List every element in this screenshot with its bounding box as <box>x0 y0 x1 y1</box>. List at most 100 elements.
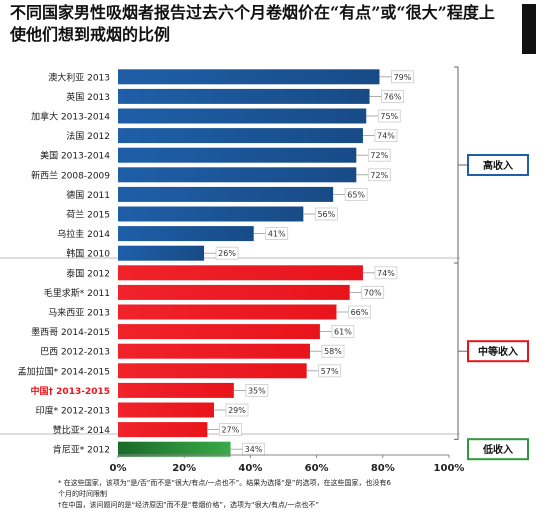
value-label: 65% <box>347 190 365 199</box>
group-label: 高收入 <box>483 159 513 172</box>
value-box <box>367 148 391 162</box>
value-box <box>361 285 385 299</box>
bar <box>118 147 357 163</box>
bar <box>118 108 367 124</box>
group-label: 中等收入 <box>478 345 518 358</box>
value-label: 34% <box>245 445 263 454</box>
bar <box>118 343 310 359</box>
value-label: 61% <box>334 328 352 337</box>
value-label: 76% <box>384 92 402 101</box>
category-label: 赞比亚* 2014 <box>53 424 111 436</box>
x-tick-label: 20% <box>172 463 196 474</box>
category-label: 泰国 2012 <box>66 267 110 279</box>
value-label: 70% <box>364 288 382 297</box>
bar <box>118 265 363 281</box>
category-label: 肯尼亚* 2012 <box>53 444 110 456</box>
x-tick-label: 80% <box>371 463 395 474</box>
value-label: 79% <box>394 73 412 82</box>
bar <box>118 186 334 202</box>
category-label: 德国 2011 <box>66 189 110 201</box>
bar <box>118 128 363 144</box>
value-box <box>331 325 355 339</box>
value-box <box>215 246 239 260</box>
value-label: 58% <box>324 347 342 356</box>
value-box <box>381 90 404 103</box>
bar <box>118 167 357 183</box>
group-label: 低收入 <box>482 443 513 456</box>
group-label-box <box>467 154 529 176</box>
category-label: 马来西亚 2013 <box>48 308 110 319</box>
value-box <box>348 305 371 319</box>
bar <box>118 245 205 261</box>
value-label: 74% <box>377 132 395 141</box>
group-label-box <box>467 438 529 461</box>
value-label: 57% <box>321 367 339 376</box>
value-box <box>344 187 368 201</box>
bar <box>118 226 254 242</box>
category-label: 乌拉圭 2014 <box>57 228 110 240</box>
category-label: 法国 2012 <box>66 130 110 142</box>
bar <box>118 363 307 379</box>
footnote-line: †在中国，该问题问的是“经济原因”而不是“卷烟价格”，选项为“很大/有点/一点也… <box>58 501 319 509</box>
category-label: 英国 2013 <box>66 91 110 103</box>
bar <box>118 402 214 418</box>
value-label: 56% <box>317 210 335 219</box>
value-label: 72% <box>370 151 388 160</box>
bar <box>118 422 208 438</box>
category-label: 巴西 2012-2013 <box>40 347 110 358</box>
value-label: 27% <box>221 426 239 435</box>
x-tick-label: 100% <box>434 463 465 474</box>
value-box <box>225 403 249 417</box>
bar <box>118 88 370 104</box>
category-label: 孟加拉国* 2014-2015 <box>18 365 110 377</box>
value-box <box>374 266 398 280</box>
category-label: 加拿大 2013-2014 <box>31 111 110 123</box>
value-box <box>318 364 342 378</box>
chart-title: 不同国家男性吸烟者报告过去六个月卷烟价在“有点”或“很大”程度上使他们想到戒烟的… <box>10 3 495 44</box>
category-label: 澳大利亚 2013 <box>48 71 110 83</box>
category-label: 中国† 2013-2015 <box>31 385 110 397</box>
group-bracket <box>454 66 459 264</box>
value-label: 41% <box>268 230 286 239</box>
category-label: 荷兰 2015 <box>66 209 110 221</box>
value-label: 29% <box>228 406 246 415</box>
value-box <box>374 129 398 143</box>
bar <box>118 206 304 222</box>
value-box <box>367 168 391 182</box>
bar <box>118 441 231 457</box>
title-accent-bar <box>522 4 536 54</box>
bar <box>118 382 234 398</box>
category-label: 墨西哥 2014-2015 <box>31 327 110 338</box>
bar <box>118 304 337 320</box>
value-label: 74% <box>377 269 395 278</box>
group-bracket <box>454 262 459 440</box>
category-label: 毛里求斯* 2011 <box>44 287 110 299</box>
bar <box>118 324 320 340</box>
value-box <box>377 109 401 123</box>
bar <box>118 284 350 300</box>
category-label: 印度* 2012-2013 <box>36 405 110 417</box>
value-label: 26% <box>218 249 236 258</box>
value-label: 35% <box>248 386 266 395</box>
category-label: 韩国 2010 <box>66 248 110 260</box>
category-label: 新西兰 2008-2009 <box>31 169 110 181</box>
value-box <box>245 383 269 397</box>
x-tick-label: 0% <box>110 463 127 474</box>
footnote-line: * 在这些国家，该项为“是/否“而不是“很大/有点/一点也不”。结果为选择“是”… <box>58 479 392 487</box>
group-label-box <box>467 340 529 363</box>
value-box <box>218 423 242 437</box>
x-tick-label: 60% <box>305 463 329 474</box>
value-label: 66% <box>351 308 369 317</box>
category-label: 美国 2013-2014 <box>40 150 110 162</box>
value-label: 75% <box>380 112 398 121</box>
value-box <box>314 207 338 221</box>
bar <box>118 69 380 85</box>
value-box <box>265 227 289 241</box>
value-label: 72% <box>370 171 388 180</box>
footnotes: * 在这些国家，该项为“是/否“而不是“很大/有点/一点也不”。结果为选择“是”… <box>58 478 488 511</box>
value-box <box>321 344 345 358</box>
value-box <box>391 70 414 84</box>
footnote-line: 个月的时间限制 <box>58 490 107 498</box>
x-tick-label: 40% <box>238 463 262 474</box>
